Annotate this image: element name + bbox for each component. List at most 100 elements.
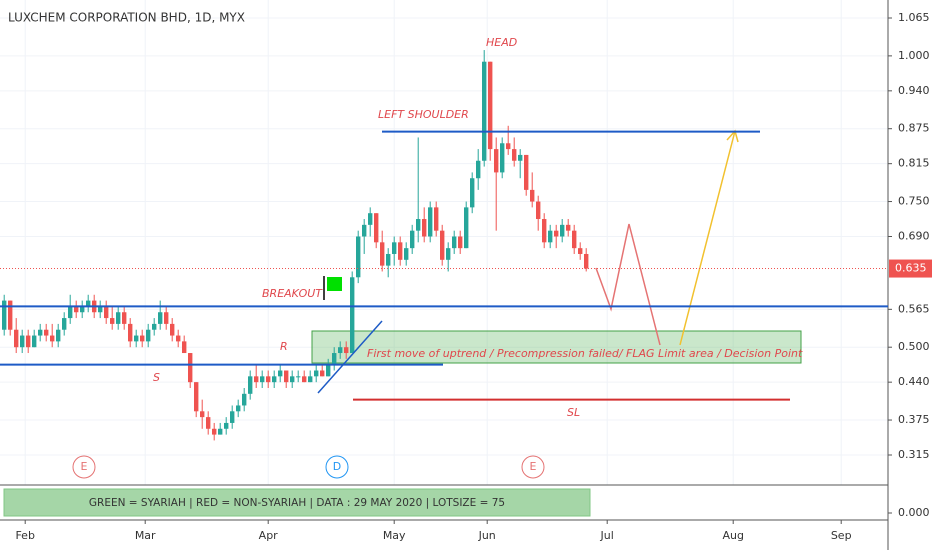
candle-body bbox=[512, 149, 517, 161]
candle-body bbox=[98, 306, 103, 313]
candle-body bbox=[416, 219, 421, 231]
candle-body bbox=[470, 178, 475, 208]
candle-body bbox=[176, 335, 181, 342]
x-tick-label: Jul bbox=[600, 529, 614, 542]
y-tick-label: 0.565 bbox=[898, 302, 930, 315]
event-badge[interactable] bbox=[521, 455, 545, 479]
annotation: S bbox=[153, 371, 160, 384]
candle-body bbox=[140, 335, 145, 342]
candle-body bbox=[122, 312, 127, 324]
annotation: SL bbox=[567, 406, 580, 419]
candle-body bbox=[26, 335, 31, 348]
x-tick-label: Sep bbox=[831, 529, 852, 542]
candle-body bbox=[554, 230, 559, 237]
y-tick-label: 0.940 bbox=[898, 84, 930, 97]
candle-body bbox=[530, 189, 535, 202]
y-tick-label: 1.000 bbox=[898, 49, 930, 62]
candle-body bbox=[80, 306, 85, 313]
candle-body bbox=[302, 376, 307, 383]
price-label: 0.635 bbox=[895, 262, 927, 275]
candle-body bbox=[134, 335, 139, 342]
candle-body bbox=[50, 335, 55, 342]
candle-body bbox=[56, 329, 61, 342]
candle-body bbox=[482, 61, 487, 161]
candle-body bbox=[410, 230, 415, 249]
candle-body bbox=[236, 405, 241, 412]
grid-group bbox=[0, 0, 888, 485]
candle-body bbox=[380, 242, 385, 266]
candle-body bbox=[566, 224, 571, 231]
candle-body bbox=[332, 353, 337, 365]
trend-line bbox=[317, 320, 383, 394]
candle-body bbox=[14, 329, 19, 348]
candle-body bbox=[116, 312, 121, 324]
annotation: R bbox=[280, 340, 288, 353]
candle-body bbox=[266, 376, 271, 383]
candle-body bbox=[158, 312, 163, 324]
price-label-box bbox=[889, 259, 932, 278]
event-label[interactable]: E bbox=[81, 460, 88, 473]
candle-body bbox=[578, 248, 583, 254]
candle-body bbox=[86, 300, 91, 307]
candle-body bbox=[308, 376, 313, 383]
candle-body bbox=[44, 329, 49, 336]
y-tick-label: 0.440 bbox=[898, 375, 930, 388]
candle-body bbox=[32, 335, 37, 348]
candle-body bbox=[488, 61, 493, 150]
candle-body bbox=[458, 236, 463, 249]
x-tick-label: May bbox=[383, 529, 406, 542]
candle-body bbox=[440, 230, 445, 260]
candle-body bbox=[548, 230, 553, 243]
candle-body bbox=[422, 219, 427, 237]
candle-body bbox=[152, 323, 157, 330]
candle-body bbox=[326, 364, 331, 377]
candle-body bbox=[404, 248, 409, 260]
y-tick-label: 0.375 bbox=[898, 413, 930, 426]
candle-body bbox=[128, 323, 133, 342]
event-badge[interactable] bbox=[72, 455, 96, 479]
candle-body bbox=[542, 219, 547, 243]
y-tick-label: 1.065 bbox=[898, 11, 930, 24]
candle-body bbox=[428, 207, 433, 237]
candle-body bbox=[254, 376, 259, 383]
y-tick-label: 0.750 bbox=[898, 195, 930, 208]
event-label[interactable]: E bbox=[530, 460, 537, 473]
candle-body bbox=[242, 393, 247, 406]
annotation: HEAD bbox=[486, 36, 517, 49]
candle-body bbox=[320, 370, 325, 377]
candle-body bbox=[62, 318, 67, 330]
candle-body bbox=[20, 335, 25, 348]
candle-body bbox=[74, 306, 79, 313]
candle-body bbox=[164, 312, 169, 324]
candle-body bbox=[296, 376, 301, 378]
projection-arrow bbox=[679, 130, 736, 346]
candle-body bbox=[200, 411, 205, 418]
candle-body bbox=[374, 213, 379, 243]
candle-body bbox=[272, 376, 277, 383]
candle-body bbox=[524, 154, 529, 190]
event-badge[interactable] bbox=[325, 455, 349, 479]
candle-body bbox=[386, 253, 391, 266]
x-tick-label: Mar bbox=[135, 529, 156, 542]
banner bbox=[3, 488, 591, 517]
chart-title: LUXCHEM CORPORATION BHD, 1D, MYX bbox=[8, 11, 245, 25]
candle-body bbox=[446, 248, 451, 260]
candle-body bbox=[476, 160, 481, 179]
candle-body bbox=[224, 422, 229, 429]
projection-zigzag bbox=[595, 223, 661, 346]
candle-body bbox=[500, 143, 505, 173]
candle-body bbox=[278, 370, 283, 377]
candle-body bbox=[188, 353, 193, 383]
banner-text: GREEN = SYARIAH | RED = NON-SYARIAH | DA… bbox=[89, 497, 505, 509]
candle-body bbox=[338, 347, 343, 354]
annotation: First move of uptrend / Precompression f… bbox=[367, 347, 803, 360]
candle-body bbox=[290, 376, 295, 383]
candle-body bbox=[356, 236, 361, 278]
candle-body bbox=[518, 154, 523, 161]
candle-body bbox=[170, 323, 175, 336]
candle-body bbox=[572, 230, 577, 249]
event-label[interactable]: D bbox=[333, 460, 341, 473]
candle-body bbox=[314, 370, 319, 377]
flag-box bbox=[311, 330, 802, 364]
x-tick-label: Aug bbox=[722, 529, 743, 542]
